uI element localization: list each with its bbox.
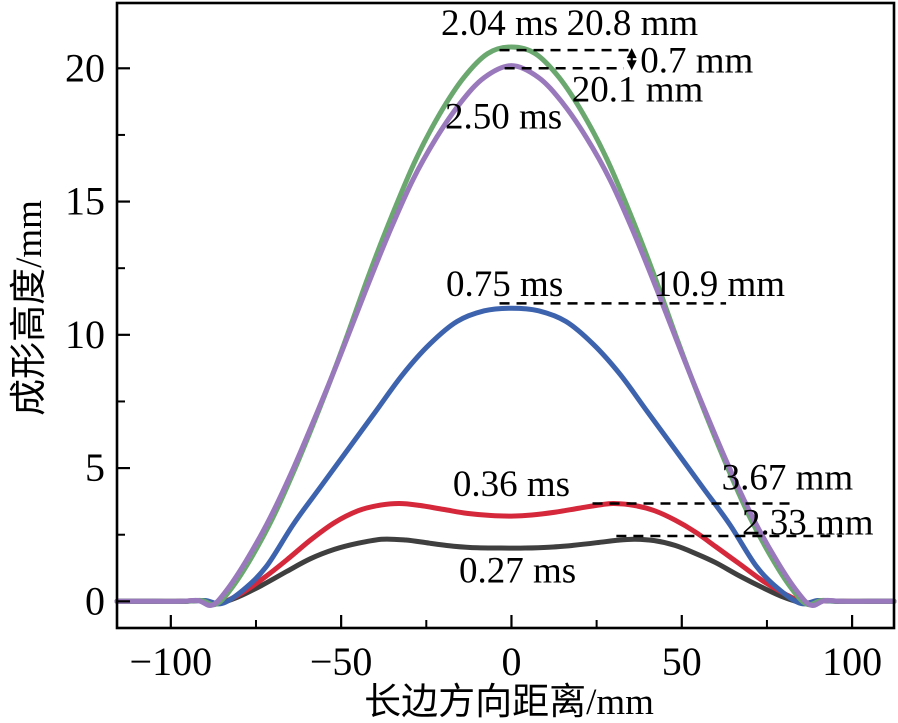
curve-0-36-ms	[114, 500, 897, 607]
y-tick-label: 10	[65, 312, 105, 357]
label-2-50-ms: 2.50 ms	[445, 96, 562, 137]
label-10-9-mm: 10.9 mm	[653, 264, 785, 305]
axes-box	[115, 1, 896, 630]
y-tick-label: 15	[65, 179, 105, 224]
label-0-27-ms: 0.27 ms	[459, 551, 576, 592]
label-0-75-ms: 0.75 ms	[446, 264, 563, 305]
x-tick-label: 0	[501, 639, 521, 684]
x-tick-label: −50	[310, 639, 373, 684]
label-20-8-mm: 20.8 mm	[567, 3, 699, 44]
leader-lines	[499, 48, 842, 538]
y-tick-label: 0	[85, 578, 105, 623]
y-tick-label: 20	[65, 45, 105, 90]
label-20-1-mm: 20.1 mm	[572, 70, 704, 111]
gap-arrow-head-down	[626, 60, 637, 71]
curve-0-75-ms	[114, 305, 897, 607]
gap-arrow-head-up	[626, 48, 637, 59]
label-2-33-mm: 2.33 mm	[742, 503, 874, 544]
label-0-36-ms: 0.36 ms	[453, 464, 570, 505]
curves	[114, 44, 897, 609]
curve-0-27-ms	[114, 536, 897, 606]
x-axis-title: 长边方向距离/mm	[364, 681, 654, 723]
label-0-7-mm: 0.7 mm	[640, 40, 753, 81]
label-2-04-ms: 2.04 ms	[441, 3, 558, 44]
x-tick-label: −100	[130, 639, 213, 684]
curve-2-04-ms	[114, 44, 897, 608]
label-3-67-mm: 3.67 mm	[722, 457, 854, 498]
gap-arrow	[626, 48, 637, 71]
axes: −100 −50 0 50 100 0 5 10 15 20	[65, 1, 896, 684]
x-tick-label: 50	[662, 639, 702, 684]
x-tick-label: 100	[822, 639, 882, 684]
y-axis-title: 成形高度/mm	[8, 200, 50, 416]
curve-2-50-ms	[114, 63, 897, 609]
y-tick-label: 5	[85, 445, 105, 490]
